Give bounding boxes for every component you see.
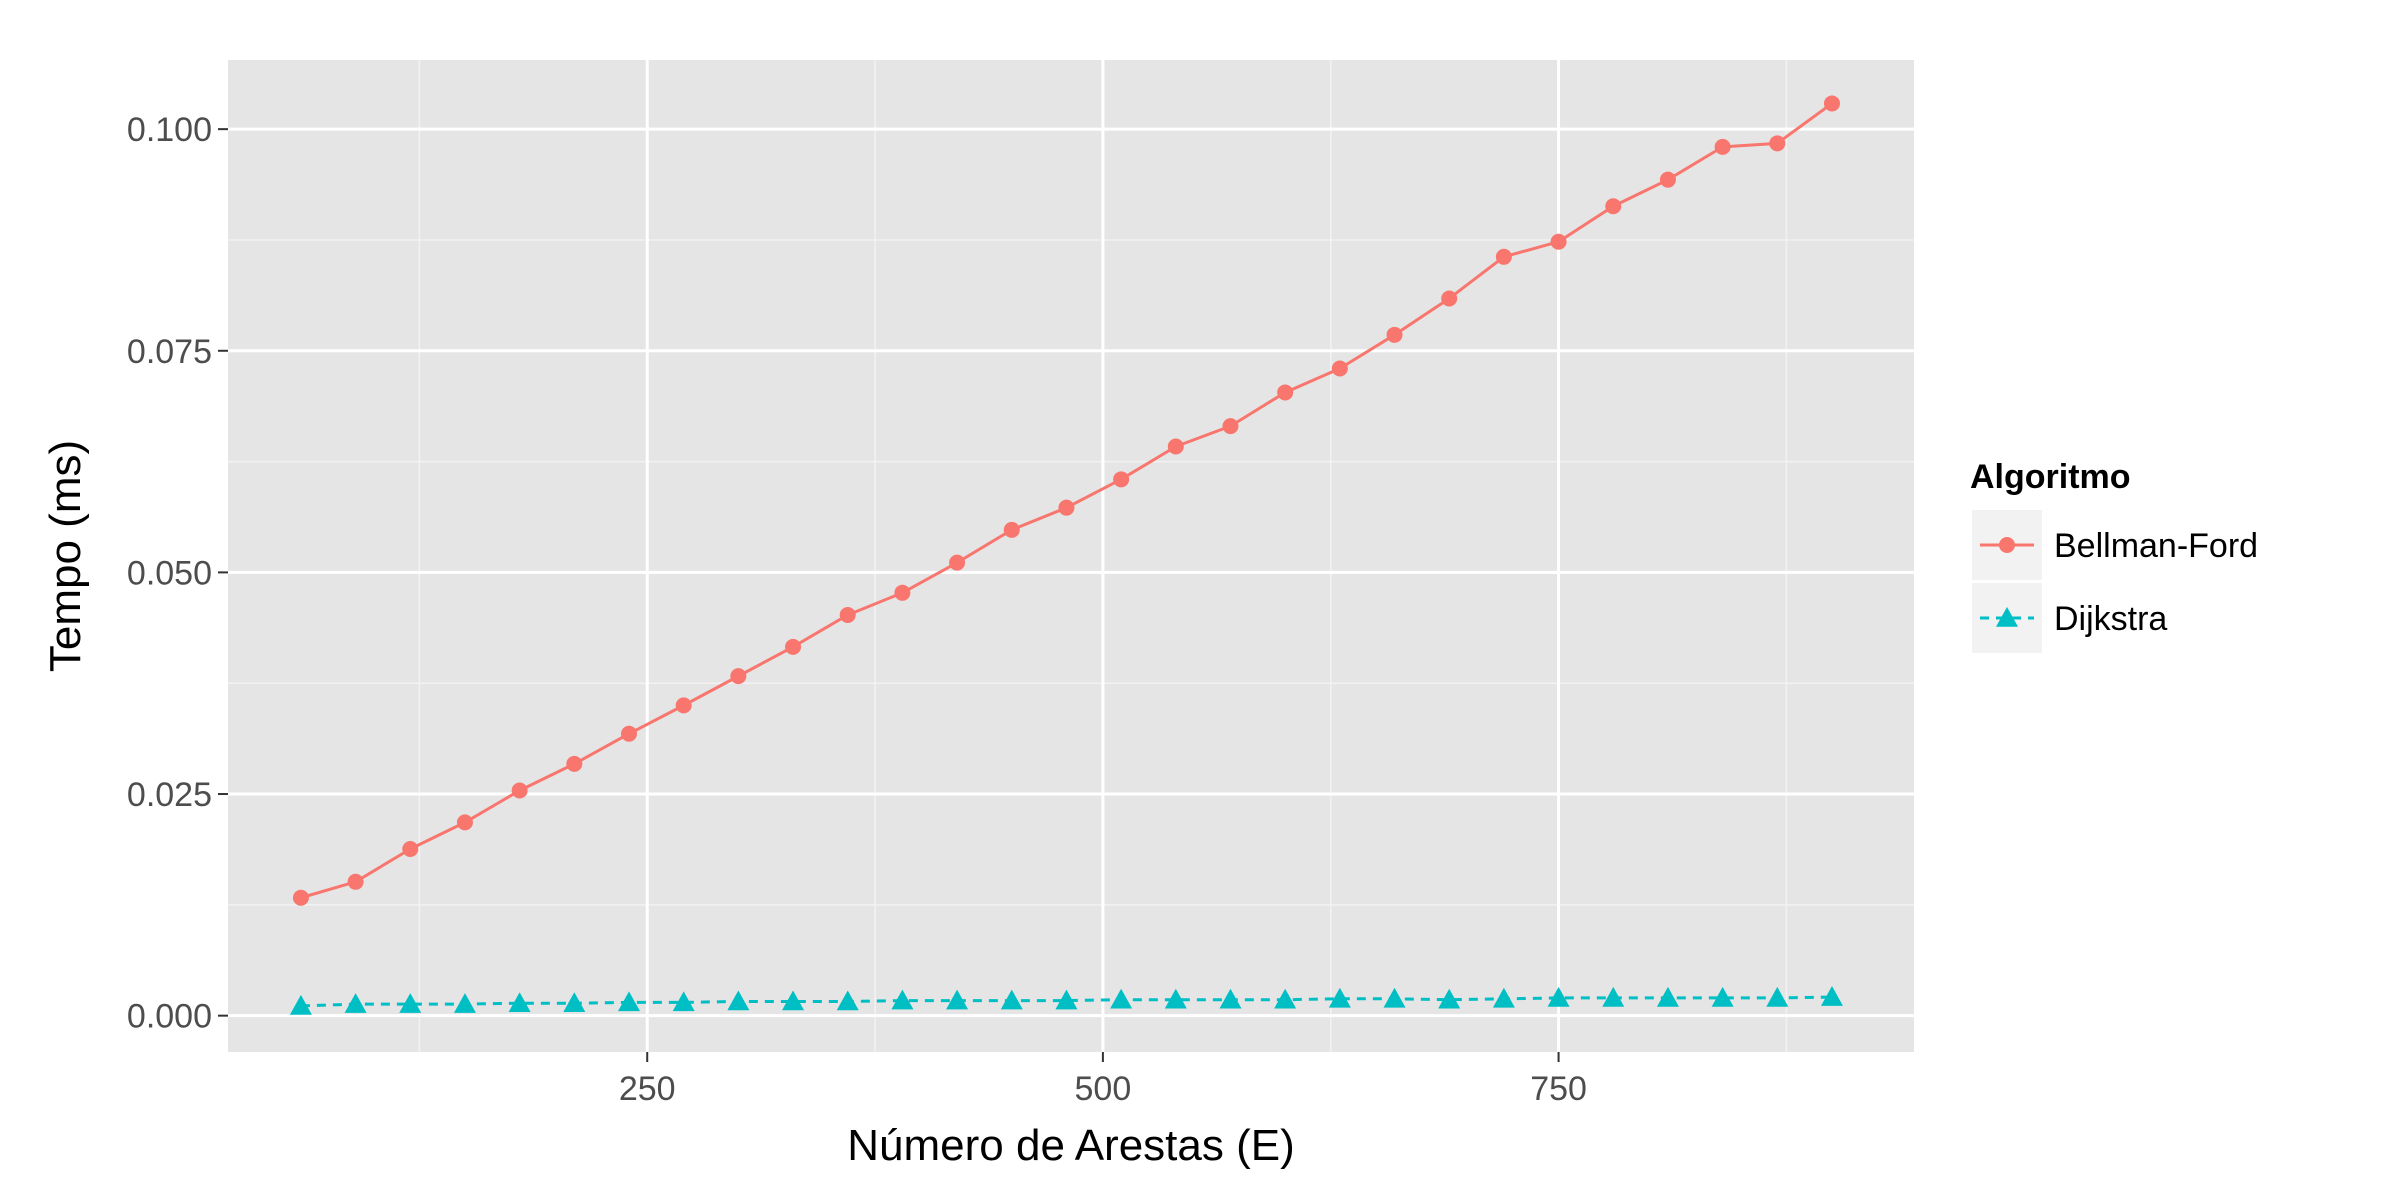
y-tick-label: 0.000 (127, 998, 212, 1036)
data-point-bellman-ford (1769, 135, 1786, 152)
data-point-dijkstra (1602, 986, 1625, 1007)
x-axis: 250 500 750 (619, 1052, 1587, 1108)
data-point-bellman-ford (1167, 438, 1184, 455)
data-point-bellman-ford (1659, 171, 1676, 188)
data-point-dijkstra (1820, 986, 1843, 1006)
data-point-bellman-ford (1058, 499, 1075, 516)
legend-key-marker (1999, 537, 2015, 553)
major-gridlines (228, 60, 1914, 1052)
data-point-bellman-ford (511, 782, 528, 799)
data-point-dijkstra (399, 993, 422, 1013)
y-tick-label: 0.100 (127, 111, 212, 149)
data-point-bellman-ford (1331, 360, 1348, 377)
data-point-dijkstra (1656, 986, 1679, 1007)
data-point-bellman-ford (894, 584, 911, 601)
data-point-dijkstra (1766, 986, 1789, 1007)
x-tick-label: 750 (1530, 1070, 1587, 1108)
data-point-dijkstra (508, 992, 531, 1013)
data-point-bellman-ford (456, 814, 473, 831)
series-dijkstra (289, 986, 1843, 1015)
plot-panel (228, 60, 1914, 1052)
data-point-bellman-ford (620, 725, 637, 742)
data-point-dijkstra (1274, 988, 1297, 1009)
x-tick-label: 250 (619, 1070, 676, 1108)
data-point-bellman-ford (1003, 521, 1020, 538)
series-layer (289, 95, 1843, 1015)
legend-item-dijkstra: Dijkstra (1972, 583, 2167, 653)
x-tick-label: 500 (1075, 1070, 1132, 1108)
legend-title: Algoritmo (1970, 458, 2131, 496)
data-point-bellman-ford (1550, 233, 1567, 250)
data-point-bellman-ford (785, 638, 802, 655)
data-point-dijkstra (617, 991, 640, 1012)
data-point-dijkstra (1164, 988, 1187, 1009)
data-point-bellman-ford (1441, 290, 1458, 307)
data-point-bellman-ford (949, 554, 966, 571)
x-axis-title: Número de Arestas (E) (847, 1121, 1295, 1170)
data-point-dijkstra (1055, 989, 1078, 1010)
y-axis-title: Tempo (ms) (41, 440, 90, 672)
data-point-dijkstra (891, 989, 914, 1010)
data-point-dijkstra (344, 993, 367, 1013)
data-point-bellman-ford (292, 889, 309, 906)
data-point-dijkstra (1000, 989, 1023, 1010)
data-point-dijkstra (289, 994, 312, 1015)
data-point-bellman-ford (1386, 326, 1403, 343)
minor-gridlines (228, 60, 1914, 1052)
data-point-dijkstra (672, 991, 695, 1012)
data-point-bellman-ford (1277, 384, 1294, 401)
data-point-bellman-ford (1714, 138, 1731, 155)
legend-item-bellman-ford: Bellman-Ford (1972, 510, 2258, 580)
data-point-dijkstra (836, 990, 859, 1011)
data-point-dijkstra (1492, 987, 1515, 1008)
y-tick-label: 0.075 (127, 333, 212, 371)
data-point-dijkstra (563, 992, 586, 1013)
legend-key-marker (1996, 607, 2018, 627)
data-point-bellman-ford (839, 606, 856, 623)
data-point-dijkstra (1383, 987, 1406, 1008)
y-axis: 0.000 0.025 0.050 0.075 0.100 (127, 111, 228, 1036)
data-point-bellman-ford (1222, 418, 1239, 435)
data-point-dijkstra (1711, 986, 1734, 1007)
legend: Algoritmo Bellman-Ford Dijkstra (1970, 458, 2258, 653)
data-point-bellman-ford (1113, 471, 1130, 488)
data-point-dijkstra (727, 990, 750, 1011)
data-point-dijkstra (1438, 988, 1461, 1009)
series-bellman-ford (292, 95, 1840, 906)
data-point-bellman-ford (1495, 248, 1512, 265)
data-point-dijkstra (453, 993, 476, 1013)
y-tick-label: 0.025 (127, 776, 212, 814)
legend-label: Bellman-Ford (2054, 527, 2258, 565)
data-point-bellman-ford (402, 840, 419, 857)
legend-label: Dijkstra (2054, 600, 2167, 638)
data-point-dijkstra (1547, 986, 1570, 1007)
y-tick-label: 0.050 (127, 554, 212, 592)
data-point-bellman-ford (566, 755, 583, 772)
data-point-dijkstra (1219, 988, 1242, 1009)
data-point-bellman-ford (1823, 95, 1840, 112)
legend-items: Bellman-Ford Dijkstra (1972, 510, 2258, 653)
data-point-dijkstra (946, 989, 969, 1010)
data-point-dijkstra (782, 990, 805, 1011)
data-point-dijkstra (1110, 988, 1133, 1009)
data-point-bellman-ford (347, 873, 364, 890)
data-point-dijkstra (1328, 987, 1351, 1008)
data-point-bellman-ford (675, 697, 692, 714)
data-point-bellman-ford (1605, 198, 1622, 215)
data-point-bellman-ford (730, 668, 747, 685)
